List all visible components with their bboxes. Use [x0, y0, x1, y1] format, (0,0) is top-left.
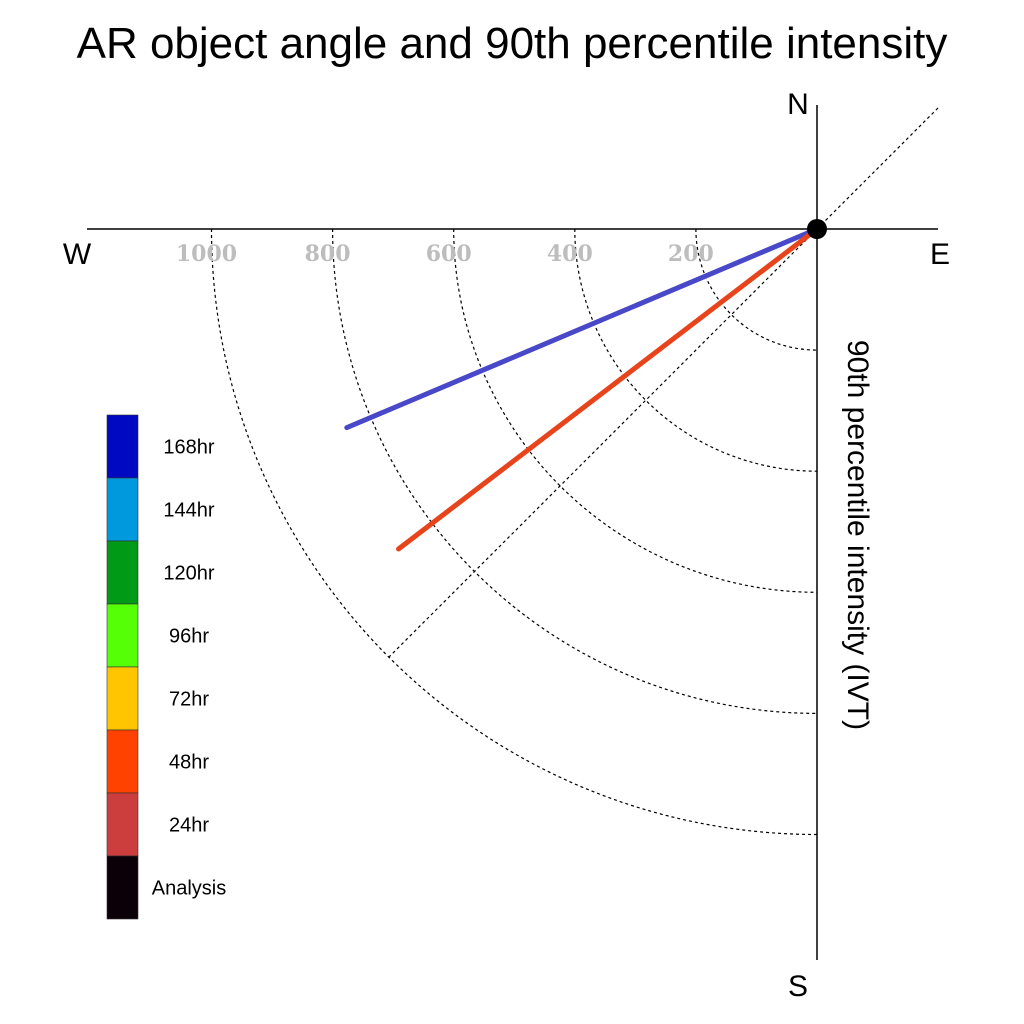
radial-axis-label: 90th percentile intensity (IVT): [841, 340, 874, 730]
legend-swatch: [106, 792, 139, 857]
origin-marker: [807, 219, 827, 239]
tick-label: 600: [426, 241, 472, 267]
series-line: [396, 226, 820, 552]
legend-swatch: [106, 855, 139, 920]
legend-swatch: [106, 603, 139, 668]
grid-arc: [210, 228, 818, 836]
series-lines: [344, 226, 820, 552]
grid-arc: [574, 228, 818, 472]
south-label: S: [788, 970, 808, 1003]
legend-label: Analysis: [152, 878, 226, 900]
legend: 168hr 144hr 120hr 96hr 72hr 48hr 24hr Analysis: [106, 414, 226, 920]
legend-label: 72hr: [169, 689, 209, 711]
legend-swatch: [106, 540, 139, 605]
legend-label: 96hr: [169, 626, 209, 648]
west-label: W: [63, 238, 92, 271]
legend-label: 24hr: [169, 815, 209, 837]
north-label: N: [787, 88, 809, 121]
series-line: [344, 226, 820, 431]
grid-arc: [332, 228, 818, 714]
legend-label: 168hr: [163, 437, 214, 459]
grid-arc: [695, 228, 818, 351]
legend-swatch: [106, 729, 139, 794]
legend-swatch: [106, 477, 139, 542]
chart-title: AR object angle and 90th percentile inte…: [77, 19, 948, 68]
tick-label: 800: [305, 241, 351, 267]
grid-arc: [453, 228, 818, 593]
legend-swatch: [106, 414, 139, 479]
legend-label: 120hr: [163, 563, 214, 585]
legend-label: 48hr: [169, 752, 209, 774]
legend-label: 144hr: [163, 500, 214, 522]
legend-swatch: [106, 666, 139, 731]
east-label: E: [930, 238, 950, 271]
radial-tick-labels: 200 400 600 800 1000: [176, 241, 714, 267]
tick-label: 400: [547, 241, 593, 267]
grid-arcs: [210, 228, 818, 836]
tick-label: 1000: [176, 241, 237, 267]
tick-label: 200: [668, 241, 714, 267]
